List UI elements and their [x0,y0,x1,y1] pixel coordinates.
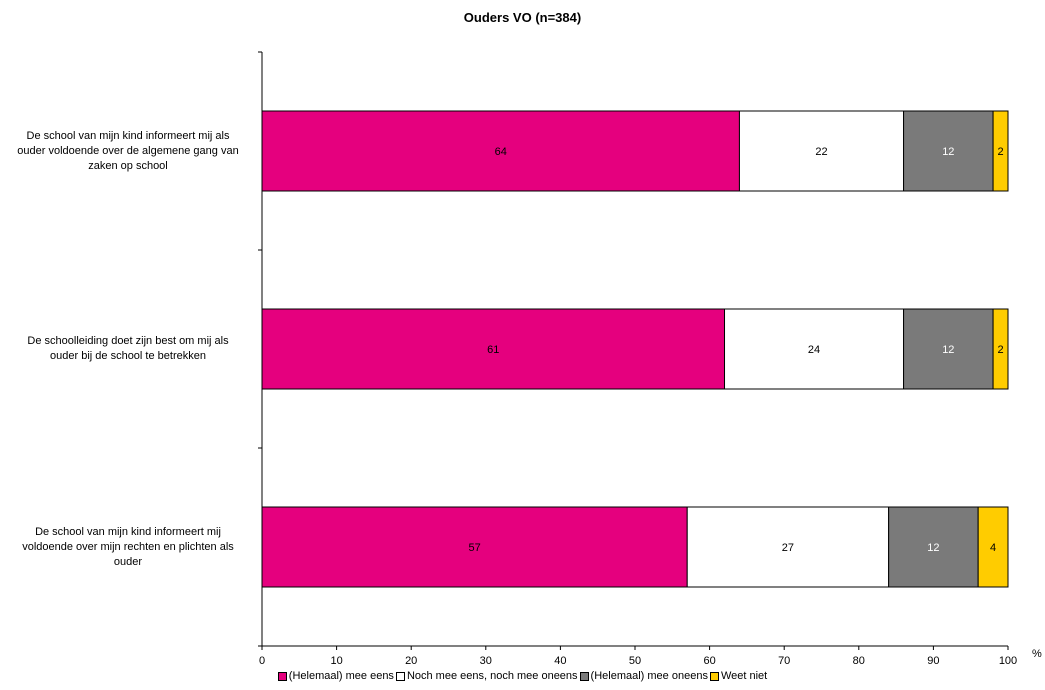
bar-segment [977,506,1009,588]
x-axis-unit: % [1032,648,1042,660]
bar-segment [261,506,688,588]
x-tick-label: 90 [927,655,939,667]
category-label-line: ouder bij de school te betrekken [50,350,206,362]
x-tick-label: 70 [778,655,790,667]
data-label: 2 [997,146,1003,158]
data-label: 57 [468,542,480,554]
bar-segment [992,308,1009,390]
data-label: 12 [942,344,954,356]
legend-item: Noch mee eens, noch mee oneens [395,670,578,682]
legend-label: (Helemaal) mee oneens [590,670,708,682]
data-label: 2 [997,344,1003,356]
category-label-line: zaken op school [88,159,168,172]
legend-swatch [277,671,287,681]
x-tick-label: 10 [330,655,342,667]
category-label-line: ouder voldoende over de algemene gang va… [17,144,239,157]
x-tick-label: 20 [405,655,417,667]
category-label-line: voldoende over mijn rechten en plichten … [22,540,234,553]
x-tick-label: 40 [554,655,566,667]
legend: (Helemaal) mee eens Noch mee eens, noch m… [0,670,1045,682]
legend-item: (Helemaal) mee eens [277,670,394,682]
category-label-line: De school van mijn kind informeert mij a… [26,129,230,142]
x-tick-label: 100 [999,655,1017,667]
legend-label: Weet niet [720,670,768,682]
legend-swatch [395,671,405,681]
bar-segment [724,308,905,390]
category-label: De school van mijn kind informeert mij a… [4,129,252,174]
x-tick-label: 50 [629,655,641,667]
data-label: 22 [815,146,827,158]
x-tick-label: 80 [853,655,865,667]
category-label: De school van mijn kind informeert mij vo… [4,525,252,570]
category-label: De schoolleiding doet zijn best om mij a… [4,334,252,364]
data-label: 12 [942,146,954,158]
bar-segment [261,110,740,192]
bar-segment [888,506,979,588]
data-label: 12 [927,542,939,554]
category-label-line: ouder [113,555,143,568]
legend-item: Weet niet [709,670,768,682]
data-label: 24 [808,344,820,356]
bar-segment [903,308,994,390]
bar-segment [261,308,726,390]
x-tick-label: 0 [259,655,265,667]
bar-segment [903,110,994,192]
category-label-line: De school van mijn kind informeert mij [35,525,221,538]
chart-title: Ouders VO (n=384) [463,10,582,25]
data-label: 4 [990,542,996,554]
legend-swatch [709,671,719,681]
data-label: 64 [495,146,507,158]
legend-item: (Helemaal) mee oneens [579,670,708,682]
category-label-line: De schoolleiding doet zijn best om mij a… [27,335,229,347]
x-tick-label: 30 [480,655,492,667]
bar-segment [686,506,890,588]
data-label: 61 [487,344,499,356]
legend-label: (Helemaal) mee eens [288,670,394,682]
legend-swatch [579,671,589,681]
legend-label: Noch mee eens, noch mee oneens [406,670,578,682]
bar-segment [738,110,905,192]
data-label: 27 [782,542,794,554]
x-tick-label: 60 [703,655,715,667]
bar-segment [992,110,1009,192]
